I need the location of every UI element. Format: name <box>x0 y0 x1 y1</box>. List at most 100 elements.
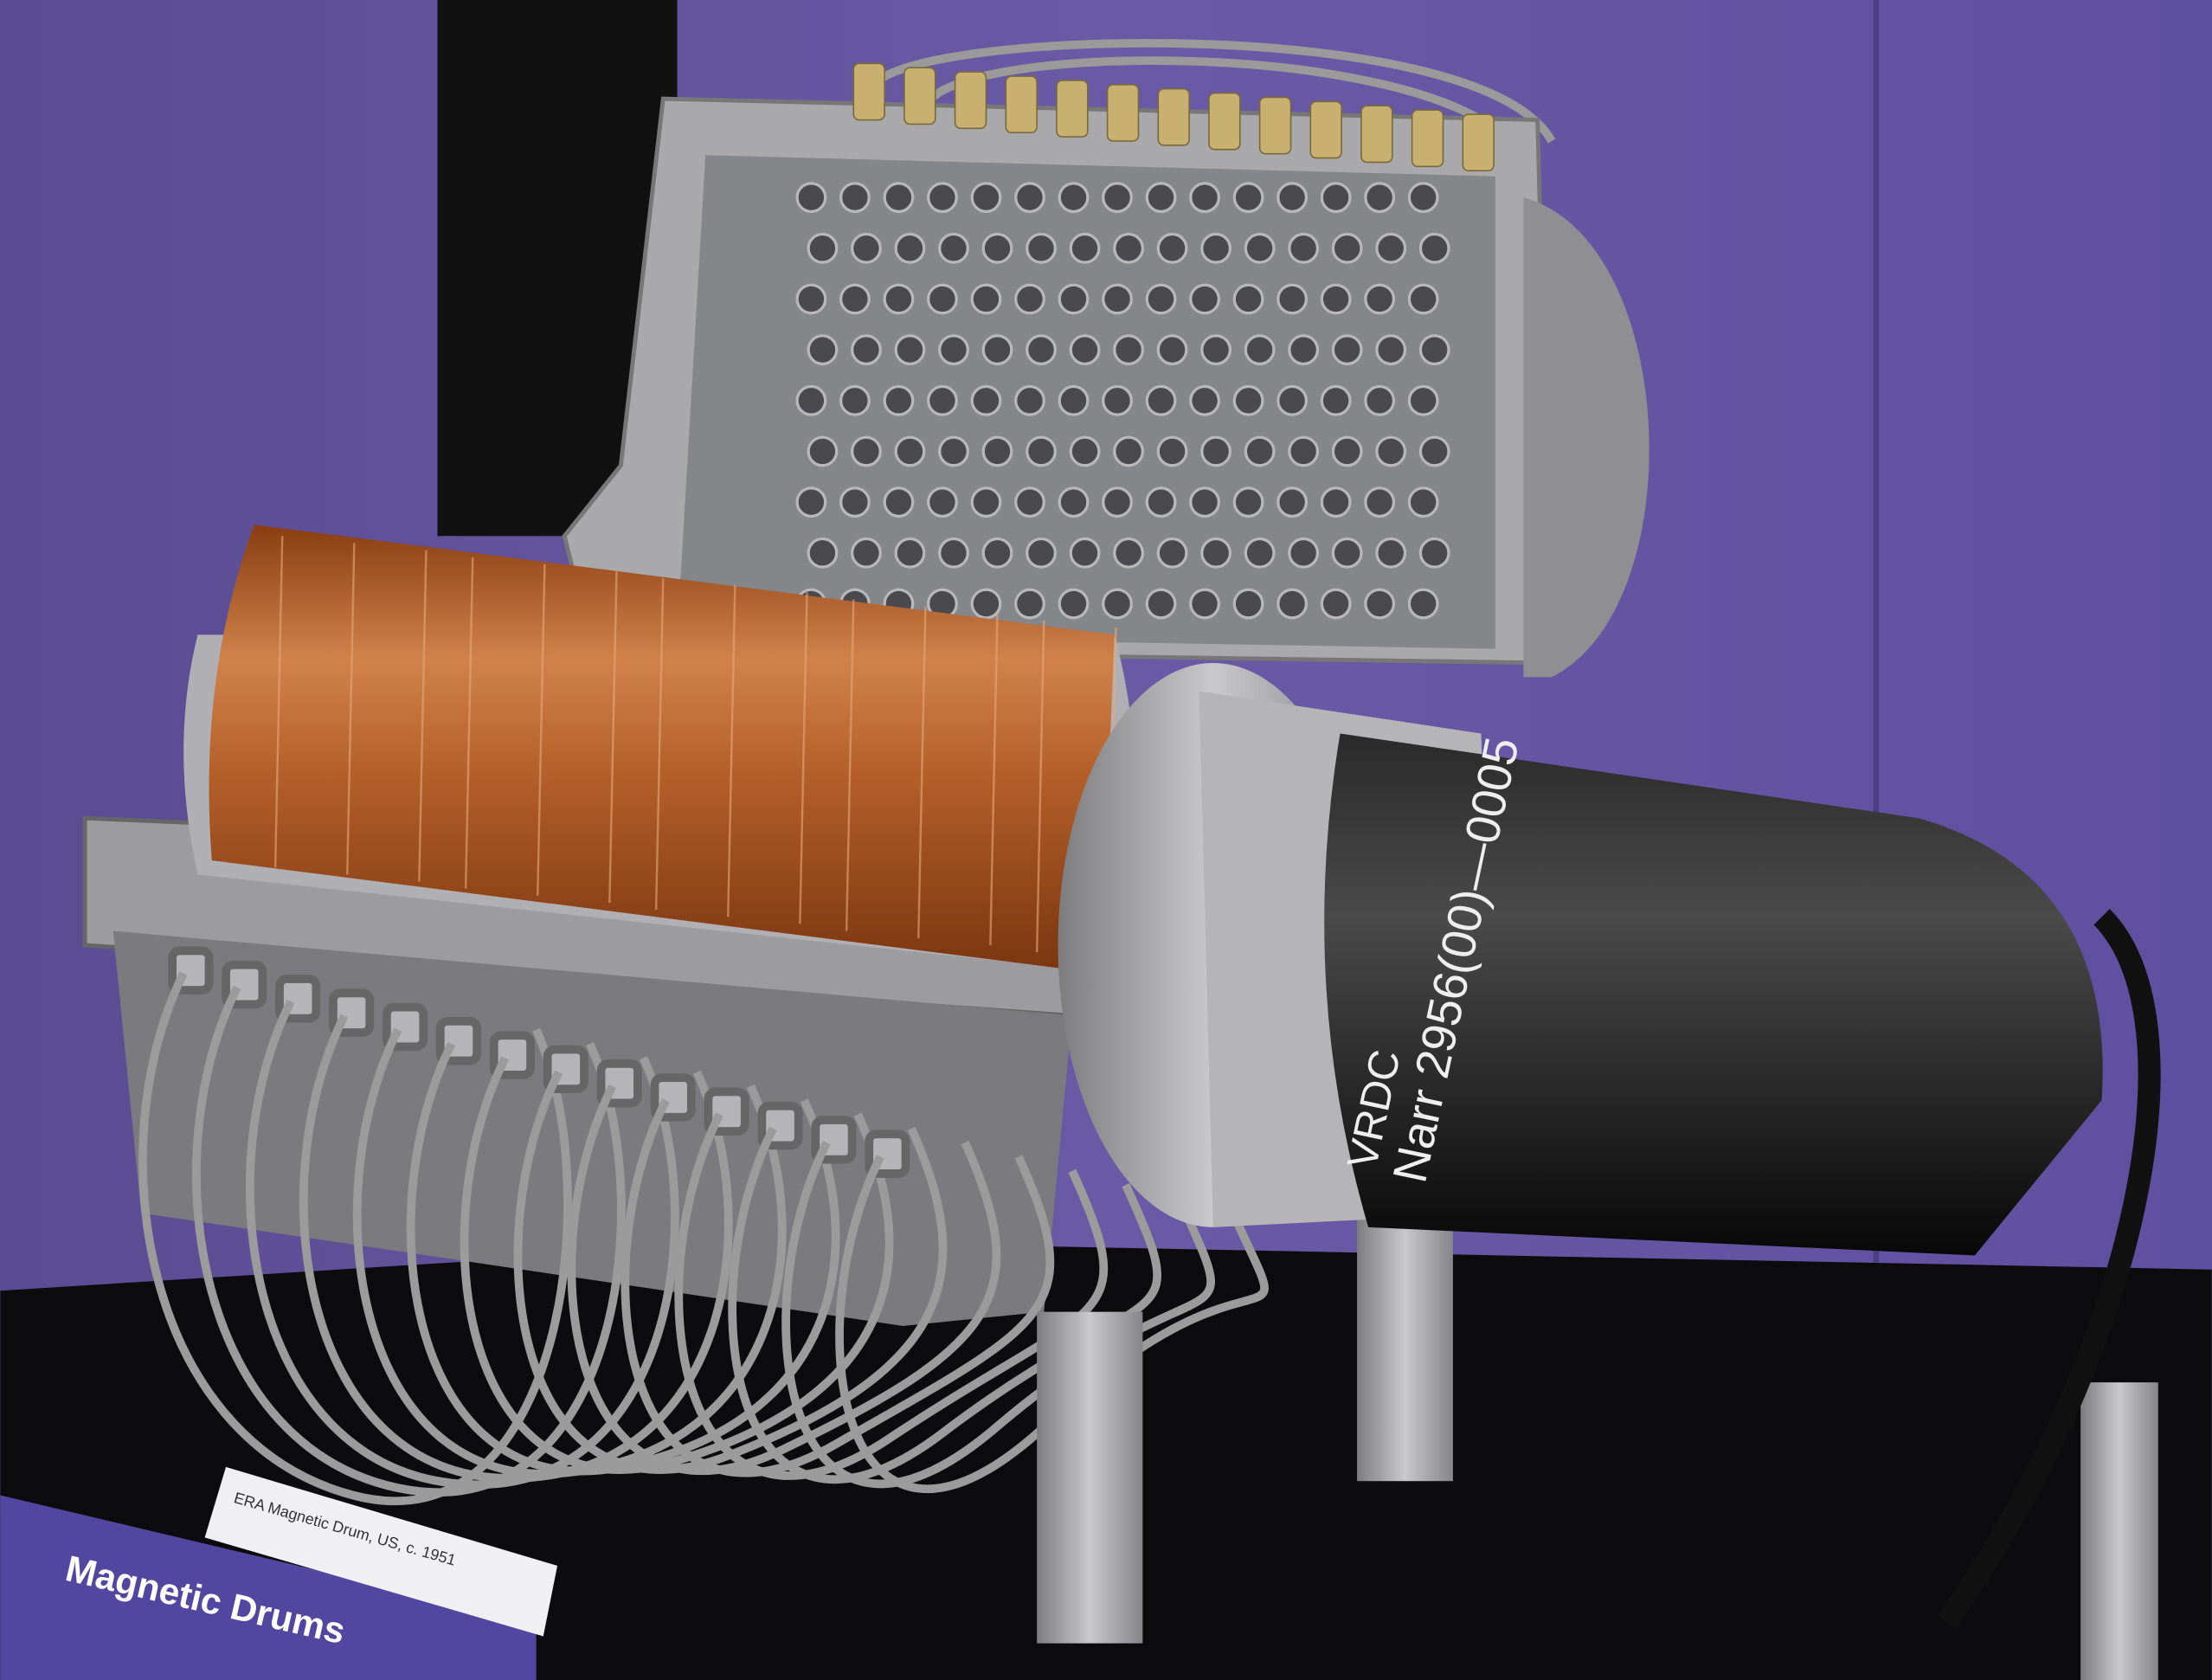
hole <box>1364 486 1396 518</box>
hole <box>938 435 969 467</box>
hole <box>1375 334 1407 366</box>
object-label <box>204 1466 558 1637</box>
hole <box>1276 486 1309 518</box>
hole <box>938 537 969 569</box>
hole <box>1407 384 1439 416</box>
hole <box>1407 182 1439 214</box>
hole <box>1189 182 1221 214</box>
hole <box>938 334 969 366</box>
hole <box>883 486 915 518</box>
track <box>345 543 356 875</box>
hole <box>1014 283 1045 315</box>
hole <box>807 232 839 264</box>
hole <box>1276 588 1309 620</box>
hole <box>1200 232 1232 264</box>
hole <box>1232 182 1264 214</box>
hole <box>1407 486 1439 518</box>
hole <box>1364 283 1396 315</box>
hole <box>1418 232 1450 264</box>
hole <box>1069 435 1101 467</box>
hole <box>970 384 1002 416</box>
hole <box>1320 182 1352 214</box>
hole <box>839 283 871 315</box>
hole <box>1113 435 1145 467</box>
cable <box>674 1112 1109 1480</box>
hole <box>1244 435 1276 467</box>
hole <box>1102 283 1133 315</box>
hole <box>1102 588 1133 620</box>
hole <box>1026 435 1057 467</box>
connector <box>1360 105 1393 164</box>
hole <box>1331 334 1363 366</box>
cable <box>299 1014 733 1483</box>
hole <box>1320 384 1352 416</box>
cable <box>728 1126 1162 1484</box>
hole <box>795 384 827 416</box>
hole <box>970 588 1002 620</box>
hole <box>851 435 882 467</box>
connector <box>1106 83 1140 142</box>
drum <box>209 525 1115 974</box>
connector <box>852 62 885 121</box>
hole <box>1407 588 1439 620</box>
housing-end <box>1523 197 1649 678</box>
hole <box>927 486 958 518</box>
hole <box>1014 588 1045 620</box>
track <box>464 557 474 889</box>
track <box>917 606 927 938</box>
hole <box>1276 384 1309 416</box>
hole <box>1156 537 1188 569</box>
hole <box>1156 232 1188 264</box>
hole <box>894 232 926 264</box>
hole <box>1200 537 1232 569</box>
hole <box>927 384 958 416</box>
hole <box>851 334 882 366</box>
hole <box>1418 537 1450 569</box>
hole <box>1288 334 1320 366</box>
hole <box>1113 232 1145 264</box>
hole <box>1102 486 1133 518</box>
connector <box>1411 109 1444 168</box>
hole <box>1364 182 1396 214</box>
hole <box>981 334 1013 366</box>
hole <box>1375 537 1407 569</box>
hole <box>1145 182 1177 214</box>
track <box>845 599 855 931</box>
hole <box>1331 537 1363 569</box>
hole <box>1069 232 1101 264</box>
head-holes <box>795 182 1450 620</box>
hole <box>1069 334 1101 366</box>
hole <box>851 232 882 264</box>
leg <box>1357 1213 1453 1482</box>
hole <box>1189 486 1221 518</box>
hole <box>1058 588 1090 620</box>
hole <box>839 486 871 518</box>
connector <box>954 71 987 130</box>
hole <box>1145 486 1177 518</box>
hole <box>981 537 1013 569</box>
hole <box>807 435 839 467</box>
hole <box>970 486 1002 518</box>
hole <box>1200 334 1232 366</box>
hole <box>938 232 969 264</box>
cable <box>245 999 679 1490</box>
hole <box>927 283 958 315</box>
hole <box>1232 384 1264 416</box>
hole <box>795 283 827 315</box>
bottom-cables <box>138 946 1269 1506</box>
hole <box>1145 588 1177 620</box>
cable <box>871 38 1556 144</box>
cable <box>835 1155 1269 1493</box>
hole <box>1058 384 1090 416</box>
hole <box>1288 537 1320 569</box>
connector <box>1157 87 1190 146</box>
hole <box>1244 334 1276 366</box>
hole <box>927 182 958 214</box>
hole <box>807 334 839 366</box>
hole <box>851 537 882 569</box>
motor <box>1324 733 2103 1256</box>
connector <box>1005 75 1038 134</box>
